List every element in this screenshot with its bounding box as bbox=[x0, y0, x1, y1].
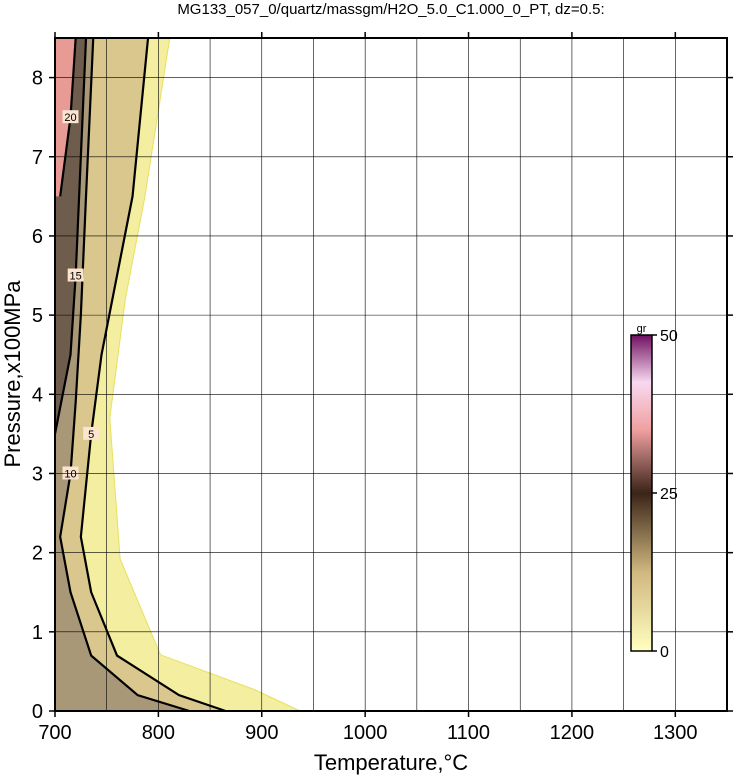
y-tick-label: 6 bbox=[32, 226, 43, 248]
y-tick-label: 4 bbox=[32, 384, 43, 406]
contour-label-bg bbox=[83, 426, 100, 440]
contour-fill bbox=[55, 38, 226, 711]
y-axis-label: Pressure,x100MPa bbox=[0, 280, 25, 468]
contour-label-bg bbox=[67, 268, 84, 282]
contour-line bbox=[59, 37, 190, 713]
y-tick-label: 5 bbox=[32, 305, 43, 327]
x-tick-label: 1300 bbox=[653, 722, 698, 744]
x-tick-label: 1000 bbox=[343, 722, 388, 744]
y-tick-label: 7 bbox=[32, 147, 43, 169]
contour-label-bg bbox=[62, 110, 79, 124]
x-axis-label: Temperature,°C bbox=[314, 750, 468, 775]
contour-label: 20 bbox=[64, 112, 76, 124]
plot-frame bbox=[54, 37, 728, 712]
contour-line bbox=[109, 37, 301, 712]
chart-title: MG133_057_0/quartz/massgm/H2O_5.0_C1.000… bbox=[177, 1, 604, 18]
contour-label: 10 bbox=[64, 468, 76, 480]
y-tick-label: 3 bbox=[32, 463, 43, 485]
colorbar-tick-label: 50 bbox=[660, 328, 678, 345]
y-tick-label: 1 bbox=[32, 622, 43, 644]
y-tick-label: 8 bbox=[32, 68, 43, 90]
x-tick-label: 1200 bbox=[550, 722, 595, 744]
x-tick-label: 1100 bbox=[447, 722, 490, 744]
contour-label: 5 bbox=[88, 429, 94, 441]
x-tick-label: 900 bbox=[245, 722, 278, 744]
contour-label-bg bbox=[62, 466, 79, 480]
colorbar-label: gr bbox=[637, 323, 647, 335]
colorbar bbox=[630, 334, 653, 652]
colorbar-tick-label: 25 bbox=[660, 486, 678, 503]
contour-label: 15 bbox=[70, 271, 82, 283]
colorbar-tick-label: 0 bbox=[660, 644, 669, 661]
y-tick-label: 2 bbox=[32, 543, 43, 565]
x-tick-label: 700 bbox=[38, 722, 71, 744]
x-tick-label: 800 bbox=[142, 722, 175, 744]
y-tick-label: 0 bbox=[32, 701, 43, 723]
